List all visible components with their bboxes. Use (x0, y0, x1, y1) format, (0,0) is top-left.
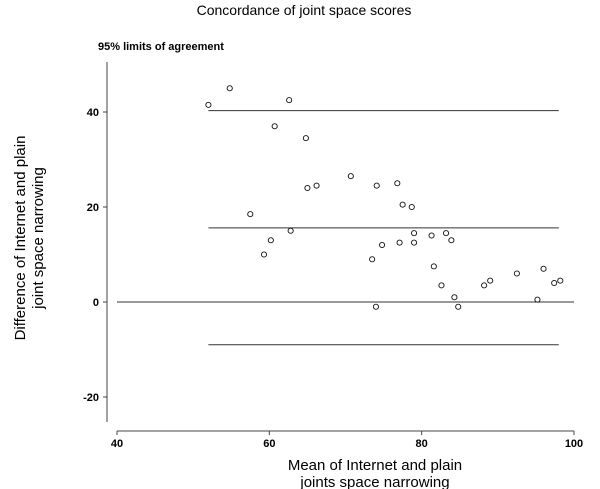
y-tick-label: 20 (87, 202, 99, 214)
x-axis-label-line-1: Mean of Internet and plain (288, 457, 462, 474)
data-point (481, 282, 488, 289)
y-tick-label: -20 (83, 392, 99, 404)
data-point (247, 211, 254, 218)
axes: -20 0 20 40 40 60 80 100 (83, 62, 583, 450)
data-point (451, 294, 458, 301)
data-point (455, 303, 462, 310)
x-axis-label-line-2: joints space narrowing (299, 474, 449, 489)
x-tick-label: 80 (416, 438, 428, 450)
data-point (438, 282, 445, 289)
data-point (399, 201, 406, 208)
data-point (271, 123, 278, 130)
data-point (408, 203, 415, 211)
data-point (286, 97, 293, 104)
chart-title: Concordance of joint space scores (197, 2, 412, 18)
x-tick-label: 40 (111, 438, 123, 450)
data-point (260, 251, 268, 258)
data-point (372, 303, 380, 310)
y-axis-label-line-2: joint space narrowing (30, 167, 47, 310)
x-tick-label: 60 (263, 438, 275, 450)
data-point (430, 263, 437, 270)
data-point (373, 182, 380, 189)
data-point (379, 241, 386, 249)
data-points (205, 85, 564, 310)
data-point (442, 230, 450, 237)
data-point (205, 101, 212, 108)
data-point (369, 256, 376, 263)
data-point (347, 173, 354, 180)
y-tick-label: 40 (87, 107, 99, 119)
data-point (394, 180, 401, 187)
x-tick-label: 100 (565, 438, 583, 450)
y-tick-label: 0 (93, 297, 99, 309)
data-point (551, 279, 558, 287)
data-point (302, 135, 309, 142)
data-point (557, 277, 564, 284)
reference-lines (117, 110, 574, 346)
data-point (448, 237, 455, 244)
data-point (487, 277, 494, 284)
data-point (267, 237, 274, 244)
data-point (513, 270, 520, 277)
data-point (410, 230, 418, 237)
data-point (313, 182, 320, 189)
data-point (304, 184, 311, 192)
chart-subtitle: 95% limits of agreement (98, 41, 224, 53)
data-point (226, 85, 233, 92)
data-point (410, 239, 418, 246)
y-axis-label-line-1: Difference of Internet and plain (12, 136, 29, 341)
data-point (428, 232, 435, 239)
data-point (396, 239, 403, 246)
data-point (287, 227, 294, 234)
data-point (534, 296, 541, 303)
data-point (540, 265, 547, 272)
